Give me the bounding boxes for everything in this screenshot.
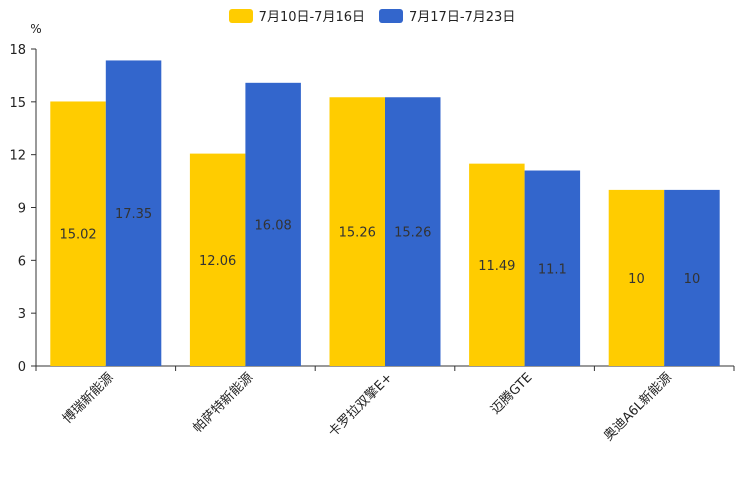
bar xyxy=(385,97,441,366)
bar xyxy=(664,189,720,366)
y-axis-unit-label: % xyxy=(30,22,41,36)
y-tick-label: 3 xyxy=(18,307,26,322)
y-tick-label: 0 xyxy=(18,360,26,375)
bar xyxy=(50,101,106,366)
bar xyxy=(189,153,246,366)
x-tick-label: 卡罗拉双擎E+ xyxy=(326,370,396,440)
y-tick-label: 12 xyxy=(9,149,26,164)
bar xyxy=(469,163,525,366)
bar xyxy=(524,170,581,366)
bar xyxy=(105,60,162,366)
x-tick-label: 迈腾GTE xyxy=(488,370,536,418)
bar-data-label: 17.35 xyxy=(115,207,152,222)
legend-item-series-2[interactable]: 7月17日-7月23日 xyxy=(379,6,515,25)
bar-data-label: 10 xyxy=(684,272,701,287)
y-tick-label: 18 xyxy=(9,43,26,58)
x-tick-label: 帕萨特新能源 xyxy=(190,370,256,436)
bar xyxy=(245,82,301,367)
y-tick-label: 6 xyxy=(18,254,26,269)
legend-label-series-1: 7月10日-7月16日 xyxy=(258,10,365,25)
bar-data-label: 15.02 xyxy=(59,228,96,243)
legend: 7月10日-7月16日 7月17日-7月23日 xyxy=(0,6,744,25)
x-tick-label: 奥迪A6L新能源 xyxy=(600,370,675,445)
bar xyxy=(608,189,665,366)
x-tick-label: 博瑞新能源 xyxy=(59,370,116,427)
bar-data-label: 11.49 xyxy=(478,259,515,274)
bar-data-label: 15.26 xyxy=(394,226,431,241)
bar-data-label: 11.1 xyxy=(538,262,567,277)
bar xyxy=(329,97,385,366)
bar-data-label: 12.06 xyxy=(199,254,236,269)
y-tick-label: 15 xyxy=(9,96,26,111)
legend-item-series-1[interactable]: 7月10日-7月16日 xyxy=(228,6,365,25)
legend-swatch-series-1 xyxy=(228,8,253,23)
bar-data-label: 16.08 xyxy=(255,218,292,233)
legend-label-series-2: 7月17日-7月23日 xyxy=(409,10,516,25)
bar-data-label: 15.26 xyxy=(339,226,376,241)
y-tick-label: 9 xyxy=(18,202,26,217)
legend-swatch-series-2 xyxy=(379,8,403,23)
bar-data-label: 10 xyxy=(628,272,645,287)
